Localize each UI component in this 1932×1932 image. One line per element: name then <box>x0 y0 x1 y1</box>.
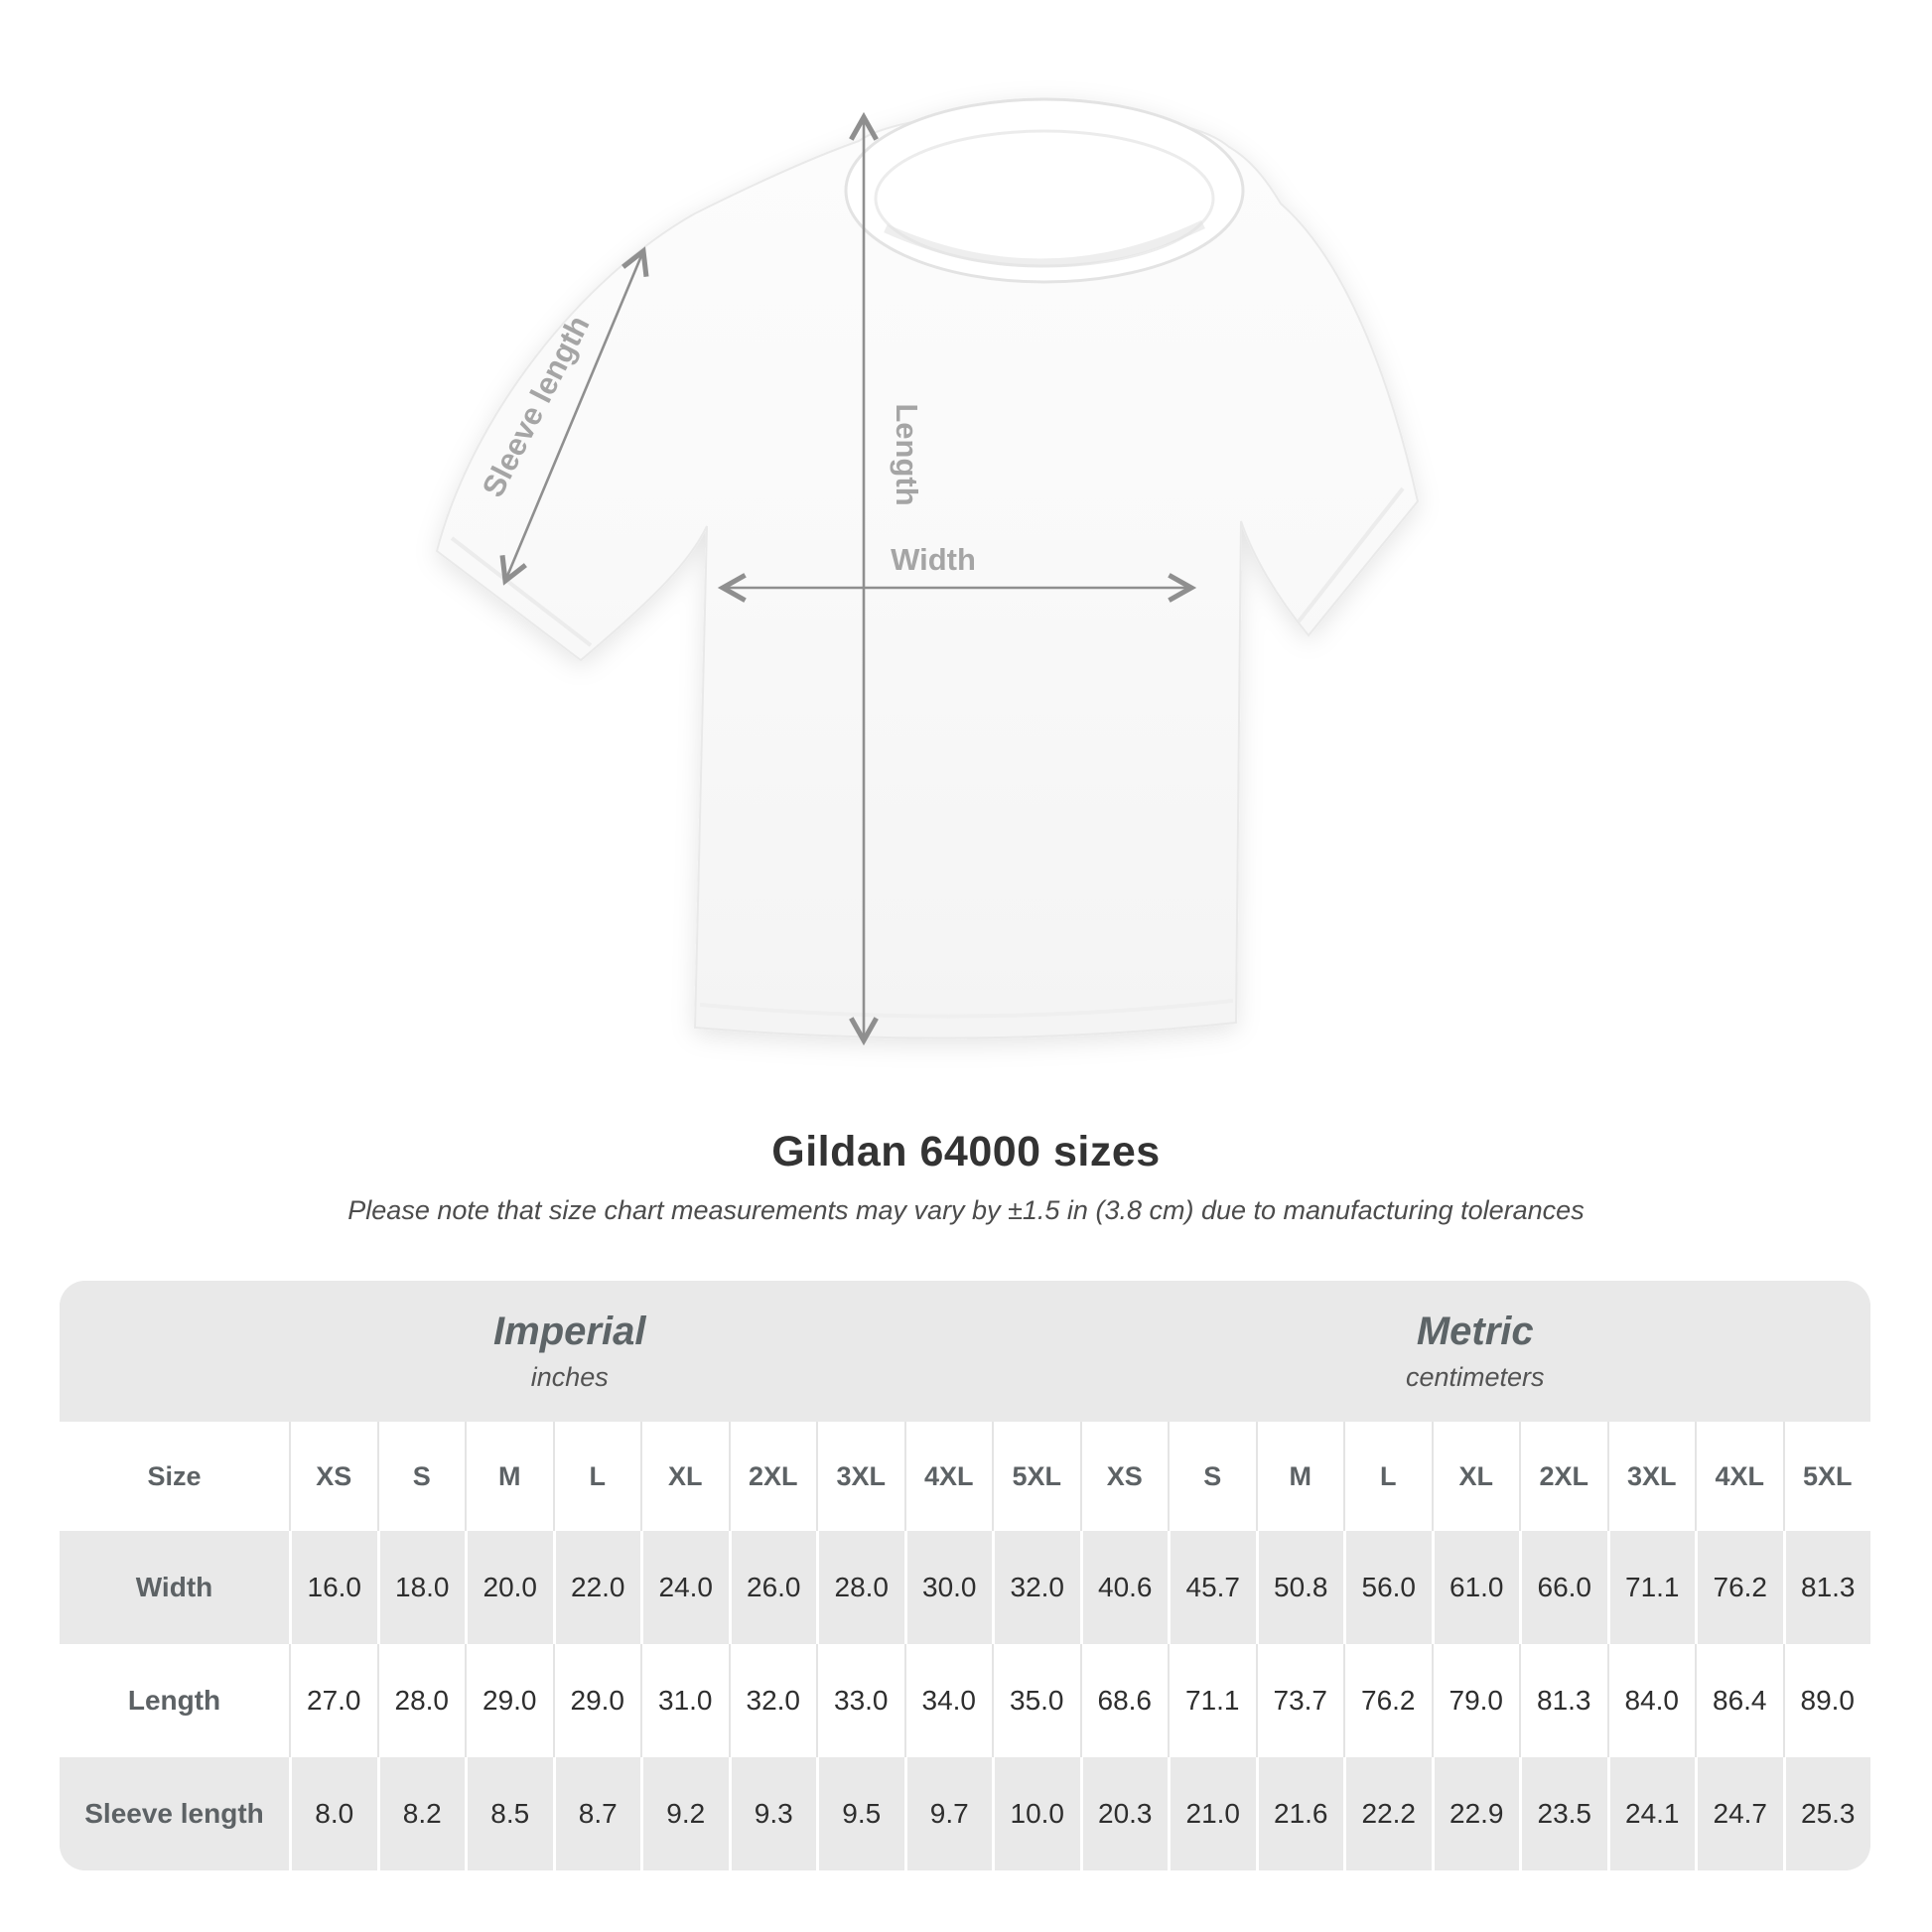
width-metric-s: 45.7 <box>1168 1531 1256 1644</box>
size-header-metric-3xl: 3XL <box>1606 1422 1695 1531</box>
size-header-metric-s: S <box>1168 1422 1256 1531</box>
length-metric-4xl: 86.4 <box>1695 1644 1783 1757</box>
size-header-metric-5xl: 5XL <box>1782 1422 1870 1531</box>
sleeve-imperial-xl: 9.2 <box>640 1757 729 1870</box>
size-header-imperial-xs: XS <box>289 1422 377 1531</box>
length-metric-s: 71.1 <box>1168 1644 1256 1757</box>
length-imperial-l: 29.0 <box>552 1644 640 1757</box>
width-metric-l: 56.0 <box>1343 1531 1432 1644</box>
length-metric-2xl: 81.3 <box>1519 1644 1607 1757</box>
left-sleeve-stitch <box>450 536 593 647</box>
sleeve-imperial-4xl: 9.7 <box>903 1757 992 1870</box>
row-label-sleeve-length: Sleeve length <box>60 1757 289 1870</box>
width-metric-4xl: 76.2 <box>1695 1531 1783 1644</box>
length-metric-m: 73.7 <box>1255 1644 1343 1757</box>
length-label: Length <box>890 403 924 505</box>
width-imperial-5xl: 32.0 <box>992 1531 1080 1644</box>
width-metric-xl: 61.0 <box>1431 1531 1519 1644</box>
length-imperial-xl: 31.0 <box>640 1644 729 1757</box>
length-imperial-5xl: 35.0 <box>992 1644 1080 1757</box>
sleeve-metric-4xl: 24.7 <box>1695 1757 1783 1870</box>
size-table-panel: Imperial inches Metric centimeters Size … <box>60 1281 1870 1870</box>
metric-name: Metric <box>1416 1310 1534 1353</box>
sleeve-metric-m: 21.6 <box>1255 1757 1343 1870</box>
size-header-metric-4xl: 4XL <box>1695 1422 1783 1531</box>
width-metric-xs: 40.6 <box>1079 1531 1168 1644</box>
sleeve-imperial-m: 8.5 <box>465 1757 553 1870</box>
sleeve-imperial-5xl: 10.0 <box>992 1757 1080 1870</box>
length-metric-l: 76.2 <box>1343 1644 1432 1757</box>
length-metric-xl: 79.0 <box>1431 1644 1519 1757</box>
tolerance-note: Please note that size chart measurements… <box>347 1195 1585 1225</box>
width-imperial-4xl: 30.0 <box>903 1531 992 1644</box>
size-header-imperial-s: S <box>376 1422 465 1531</box>
collar-shadow <box>884 219 1205 268</box>
row-label-length: Length <box>60 1644 289 1757</box>
length-metric-xs: 68.6 <box>1079 1644 1168 1757</box>
sleeve-imperial-3xl: 9.5 <box>816 1757 904 1870</box>
size-header-metric-xs: XS <box>1079 1422 1168 1531</box>
sleeve-metric-l: 22.2 <box>1343 1757 1432 1870</box>
imperial-unit: inches <box>530 1362 609 1392</box>
width-metric-3xl: 71.1 <box>1606 1531 1695 1644</box>
size-header-imperial-3xl: 3XL <box>816 1422 904 1531</box>
length-imperial-4xl: 34.0 <box>903 1644 992 1757</box>
length-metric-3xl: 84.0 <box>1606 1644 1695 1757</box>
length-imperial-xs: 27.0 <box>289 1644 377 1757</box>
sleeve-imperial-2xl: 9.3 <box>728 1757 816 1870</box>
sleeve-metric-3xl: 24.1 <box>1606 1757 1695 1870</box>
width-metric-2xl: 66.0 <box>1519 1531 1607 1644</box>
width-metric-m: 50.8 <box>1255 1531 1343 1644</box>
size-table: Imperial inches Metric centimeters Size … <box>60 1281 1870 1870</box>
tshirt-measurement-diagram: Sleeve length Length Width <box>435 97 1420 1046</box>
width-imperial-m: 20.0 <box>465 1531 553 1644</box>
metric-unit: centimeters <box>1405 1362 1545 1392</box>
imperial-header: Imperial inches <box>60 1281 1080 1422</box>
width-label: Width <box>891 542 976 577</box>
row-label-width: Width <box>60 1531 289 1644</box>
length-metric-5xl: 89.0 <box>1782 1644 1870 1757</box>
sleeve-imperial-l: 8.7 <box>552 1757 640 1870</box>
sleeve-metric-xs: 20.3 <box>1079 1757 1168 1870</box>
length-imperial-3xl: 33.0 <box>816 1644 904 1757</box>
size-header-metric-m: M <box>1255 1422 1343 1531</box>
length-imperial-s: 28.0 <box>376 1644 465 1757</box>
hem-stitch <box>699 999 1234 1019</box>
size-header-imperial-2xl: 2XL <box>728 1422 816 1531</box>
width-imperial-xl: 24.0 <box>640 1531 729 1644</box>
sleeve-metric-5xl: 25.3 <box>1782 1757 1870 1870</box>
metric-header: Metric centimeters <box>1079 1281 1870 1422</box>
right-sleeve-stitch <box>1297 486 1405 623</box>
sleeve-metric-xl: 22.9 <box>1431 1757 1519 1870</box>
page-title: Gildan 64000 sizes <box>771 1128 1161 1175</box>
width-metric-5xl: 81.3 <box>1782 1531 1870 1644</box>
size-header-metric-xl: XL <box>1431 1422 1519 1531</box>
size-header-imperial-l: L <box>552 1422 640 1531</box>
size-header-imperial-xl: XL <box>640 1422 729 1531</box>
size-header-imperial-5xl: 5XL <box>992 1422 1080 1531</box>
width-imperial-3xl: 28.0 <box>816 1531 904 1644</box>
size-header-imperial-m: M <box>465 1422 553 1531</box>
sleeve-metric-s: 21.0 <box>1168 1757 1256 1870</box>
sleeve-imperial-xs: 8.0 <box>289 1757 377 1870</box>
width-imperial-s: 18.0 <box>376 1531 465 1644</box>
size-header-imperial-4xl: 4XL <box>903 1422 992 1531</box>
width-imperial-l: 22.0 <box>552 1531 640 1644</box>
sleeve-metric-2xl: 23.5 <box>1519 1757 1607 1870</box>
size-header-metric-l: L <box>1343 1422 1432 1531</box>
length-imperial-2xl: 32.0 <box>728 1644 816 1757</box>
width-imperial-xs: 16.0 <box>289 1531 377 1644</box>
imperial-name: Imperial <box>493 1310 646 1353</box>
size-column-header: Size <box>60 1422 289 1531</box>
sleeve-imperial-s: 8.2 <box>376 1757 465 1870</box>
width-imperial-2xl: 26.0 <box>728 1531 816 1644</box>
sleeve-length-arrow <box>499 246 649 586</box>
size-header-metric-2xl: 2XL <box>1519 1422 1607 1531</box>
length-imperial-m: 29.0 <box>465 1644 553 1757</box>
